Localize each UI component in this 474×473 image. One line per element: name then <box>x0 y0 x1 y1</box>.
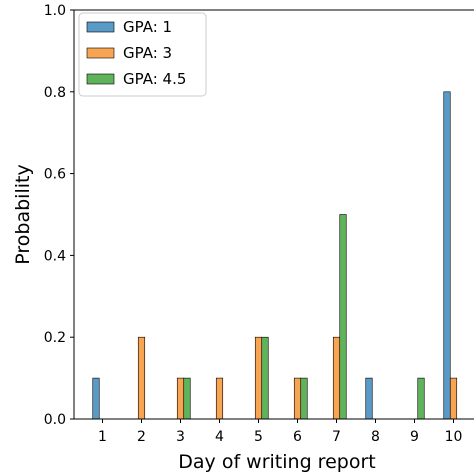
x-tick-label: 2 <box>137 429 146 445</box>
bar-2-3 <box>176 377 185 420</box>
y-tick-label: 0.2 <box>44 330 66 346</box>
bar-2-4 <box>215 377 224 420</box>
y-tick-label: 0.0 <box>44 412 66 428</box>
legend: GPA: 1 GPA: 3 GPA: 4.5 <box>78 12 207 97</box>
x-tick-label: 9 <box>410 429 419 445</box>
bar-1-10 <box>443 91 451 420</box>
x-tick-label: 10 <box>445 429 463 445</box>
bar-2-10 <box>449 377 458 420</box>
x-tick-label: 6 <box>293 429 302 445</box>
plot-frame <box>73 9 474 420</box>
y-tick-label: 1.0 <box>44 3 66 19</box>
x-tick-label: 8 <box>371 429 380 445</box>
legend-swatch <box>86 21 115 33</box>
y-tick-label: 0.6 <box>44 167 66 183</box>
bar-2-2 <box>137 336 146 420</box>
y-axis: 0.0 0.2 0.4 0.6 0.8 1.0 <box>44 3 74 428</box>
bar-3-9 <box>417 377 425 420</box>
legend-swatch <box>86 47 115 59</box>
x-tick-label: 5 <box>254 429 263 445</box>
x-tick-label: 3 <box>176 429 185 445</box>
y-axis-label: Probability <box>12 164 34 264</box>
x-axis: 1 2 3 4 5 6 7 8 9 10 <box>98 419 462 445</box>
x-tick-label: 4 <box>215 429 224 445</box>
bar-2-7 <box>332 336 341 420</box>
x-tick-label: 1 <box>98 429 107 445</box>
y-tick-label: 0.4 <box>44 248 66 264</box>
x-tick-label: 7 <box>332 429 341 445</box>
bar-3-3 <box>183 377 191 420</box>
bar-3-6 <box>300 377 308 420</box>
bar-2-6 <box>293 377 302 420</box>
legend-label: GPA: 4.5 <box>123 70 186 88</box>
x-axis-label: Day of writing report <box>178 451 375 473</box>
bar-3-7 <box>339 214 347 420</box>
bar-1-1 <box>92 377 100 420</box>
legend-swatch <box>86 73 115 85</box>
y-tick-label: 0.8 <box>44 85 66 101</box>
bar-2-5 <box>254 336 263 420</box>
bar-3-5 <box>261 336 269 420</box>
bar-1-8 <box>365 377 373 420</box>
bars-layer <box>92 91 458 420</box>
legend-label: GPA: 3 <box>123 44 172 62</box>
legend-label: GPA: 1 <box>123 18 172 36</box>
